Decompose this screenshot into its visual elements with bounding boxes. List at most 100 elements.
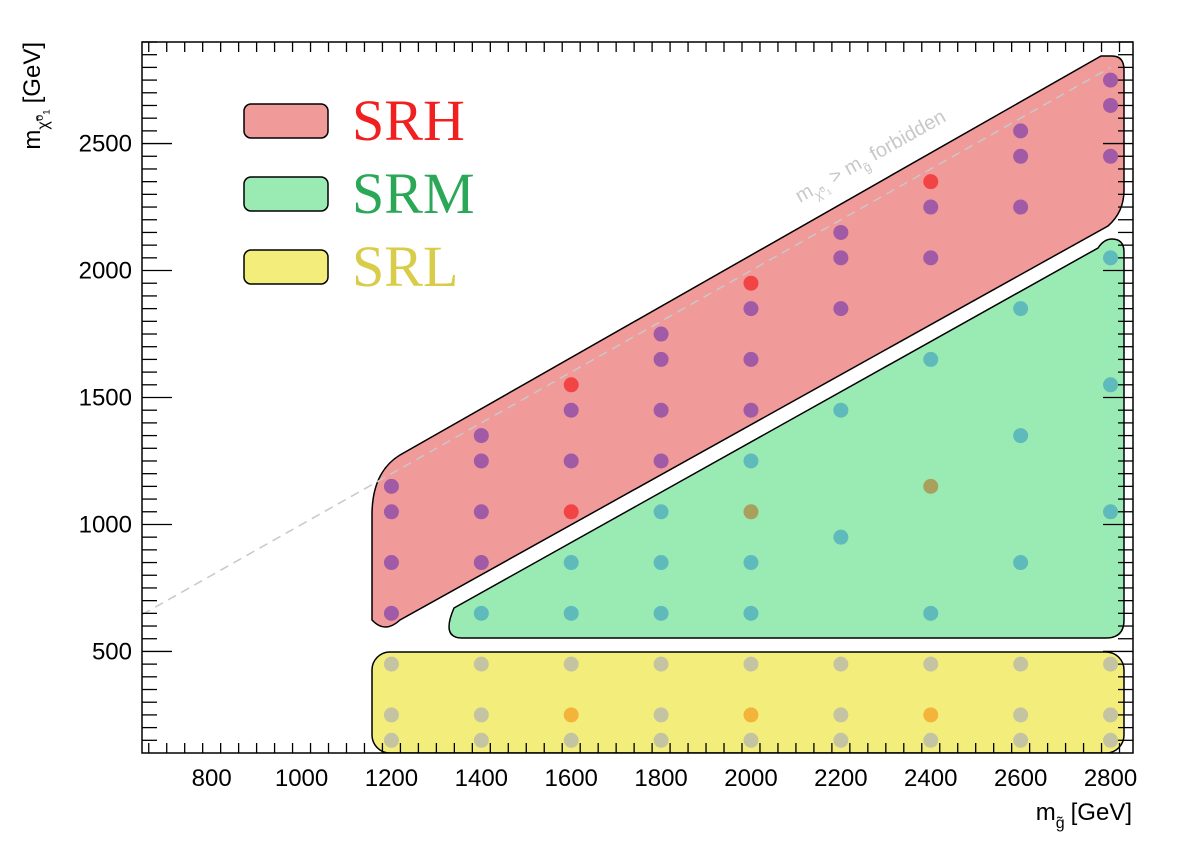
data-point xyxy=(1013,707,1029,723)
data-point xyxy=(923,174,939,190)
legend-label: SRH xyxy=(352,88,465,153)
data-point xyxy=(1103,656,1119,672)
data-point xyxy=(923,351,939,367)
x-tick-label: 1800 xyxy=(634,765,687,792)
data-point xyxy=(653,351,669,367)
data-point xyxy=(473,555,489,571)
signal-regions xyxy=(142,55,1125,753)
y-axis-ticks xyxy=(142,41,1133,741)
data-point xyxy=(473,504,489,520)
data-point xyxy=(923,732,939,748)
data-point xyxy=(563,656,579,672)
x-tick-label: 2600 xyxy=(994,765,1047,792)
region-srm xyxy=(448,238,1125,639)
data-point xyxy=(743,555,759,571)
data-point xyxy=(383,605,399,621)
data-point xyxy=(833,732,849,748)
data-point xyxy=(653,656,669,672)
data-point xyxy=(743,656,759,672)
data-point xyxy=(743,301,759,317)
data-point xyxy=(653,453,669,469)
data-point xyxy=(833,224,849,240)
data-point xyxy=(473,605,489,621)
data-point xyxy=(383,504,399,520)
data-point xyxy=(563,504,579,520)
y-tick-label: 1000 xyxy=(79,511,132,538)
legend-label: SRM xyxy=(352,161,475,226)
data-point xyxy=(1103,97,1119,113)
data-point xyxy=(563,453,579,469)
data-point xyxy=(1103,707,1119,723)
data-point xyxy=(923,478,939,494)
data-point xyxy=(1103,732,1119,748)
data-point xyxy=(563,605,579,621)
y-axis-label-group: mχ̃⁰₁[GeV] xyxy=(19,42,52,150)
data-point xyxy=(923,199,939,215)
data-point xyxy=(383,478,399,494)
data-point xyxy=(833,250,849,266)
x-tick-label: 2200 xyxy=(814,765,867,792)
y-tick-label: 500 xyxy=(92,638,132,665)
data-point xyxy=(563,402,579,418)
x-tick-label: 2000 xyxy=(724,765,777,792)
data-point xyxy=(1013,732,1029,748)
data-point xyxy=(473,656,489,672)
data-point xyxy=(1103,148,1119,164)
data-point xyxy=(383,555,399,571)
legend: SRH SRM SRL xyxy=(243,88,475,299)
data-point xyxy=(653,326,669,342)
data-point xyxy=(743,351,759,367)
data-point xyxy=(1103,504,1119,520)
data-point xyxy=(833,529,849,545)
y-tick-label: 1500 xyxy=(79,385,132,412)
forbidden-diagonal-line xyxy=(142,66,1111,616)
data-point xyxy=(563,377,579,393)
x-tick-label: 1200 xyxy=(365,765,418,792)
x-tick-label: 1400 xyxy=(455,765,508,792)
legend-label: SRL xyxy=(352,234,458,299)
data-point xyxy=(1013,301,1029,317)
x-tick-label: 2800 xyxy=(1084,765,1137,792)
data-point xyxy=(1013,428,1029,444)
data-point xyxy=(383,656,399,672)
x-tick-label: 1000 xyxy=(275,765,328,792)
y-tick-label: 2000 xyxy=(79,258,132,285)
x-axis-tick-labels: 800 1000 1200 1400 1600 1800 2000 2200 2400 2600 2… xyxy=(192,765,1138,792)
data-point xyxy=(1103,72,1119,88)
data-point xyxy=(383,732,399,748)
legend-swatch xyxy=(243,103,329,139)
y-tick-label: 2500 xyxy=(79,131,132,158)
data-point xyxy=(383,707,399,723)
data-point xyxy=(653,732,669,748)
data-point xyxy=(653,707,669,723)
data-point xyxy=(743,453,759,469)
data-point xyxy=(833,402,849,418)
data-point xyxy=(1013,123,1029,139)
data-point xyxy=(563,707,579,723)
data-point xyxy=(473,732,489,748)
x-tick-label: 2400 xyxy=(904,765,957,792)
data-point xyxy=(923,250,939,266)
data-point xyxy=(1013,656,1029,672)
data-point xyxy=(833,301,849,317)
data-point xyxy=(743,504,759,520)
data-point xyxy=(833,656,849,672)
data-point xyxy=(923,656,939,672)
data-point xyxy=(473,428,489,444)
data-point xyxy=(923,707,939,723)
data-point xyxy=(653,504,669,520)
data-point xyxy=(473,453,489,469)
data-point xyxy=(743,402,759,418)
data-point xyxy=(1013,555,1029,571)
x-tick-label: 1600 xyxy=(545,765,598,792)
y-axis-label: mχ̃⁰₁[GeV] xyxy=(19,42,52,150)
data-point xyxy=(1013,148,1029,164)
data-point xyxy=(1103,250,1119,266)
signal-points xyxy=(383,72,1119,748)
data-point xyxy=(653,402,669,418)
data-point xyxy=(1013,199,1029,215)
region-srh xyxy=(371,55,1125,628)
data-point xyxy=(923,605,939,621)
data-point xyxy=(563,555,579,571)
